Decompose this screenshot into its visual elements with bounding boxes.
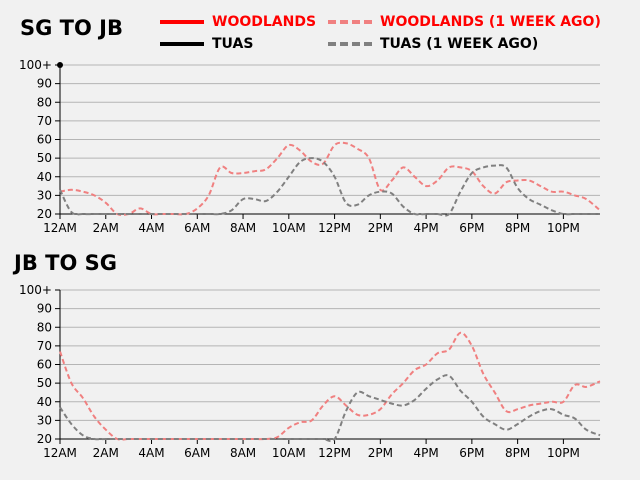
x-tick-label: 12AM <box>43 221 77 235</box>
x-tick-label: 4AM <box>138 221 164 235</box>
x-tick-label: 8PM <box>505 221 530 235</box>
x-tick-label: 10PM <box>547 221 580 235</box>
y-tick-label: 50 <box>37 151 52 165</box>
y-tick-label: 100+ <box>19 283 52 297</box>
x-tick-label: 6PM <box>459 446 484 460</box>
x-tick-label: 12PM <box>318 446 351 460</box>
y-tick-label: 100+ <box>19 58 52 72</box>
legend-label-woodlands: WOODLANDS <box>212 14 317 30</box>
y-tick-label: 20 <box>37 432 52 446</box>
legend-swatch-woodlands-prev <box>328 20 372 24</box>
chart-legend: WOODLANDS TUAS WOODLANDS (1 WEEK AGO) TU… <box>160 12 630 56</box>
x-tick-label: 6AM <box>184 221 210 235</box>
x-tick-label: 10PM <box>547 446 580 460</box>
x-tick-label: 4PM <box>413 221 438 235</box>
x-tick-label: 12AM <box>43 446 77 460</box>
legend-item-tuas[interactable]: TUAS <box>160 36 253 52</box>
y-tick-label: 70 <box>37 339 52 353</box>
y-tick-label: 70 <box>37 114 52 128</box>
y-tick-label: 30 <box>37 413 52 427</box>
y-tick-label: 60 <box>37 133 52 147</box>
legend-item-tuas-prev[interactable]: TUAS (1 WEEK AGO) <box>328 36 538 52</box>
legend-swatch-tuas <box>160 42 204 46</box>
x-tick-label: 8PM <box>505 446 530 460</box>
chart-jb-to-sg: 20 30 40 50 60 70 80 90 100+ 12AM 2AM 4AM 6AM 8AM 10AM… <box>19 283 601 460</box>
x-tick-label: 4PM <box>413 446 438 460</box>
legend-item-woodlands[interactable]: WOODLANDS <box>160 14 316 30</box>
x-tick-label: 4AM <box>138 446 164 460</box>
legend-label-tuas: TUAS <box>212 36 254 52</box>
axis-corner-marker <box>57 62 63 68</box>
legend-item-woodlands-prev[interactable]: WOODLANDS (1 WEEK AGO) <box>328 14 601 30</box>
y-tick-label: 20 <box>37 207 52 221</box>
x-tick-label: 12PM <box>318 221 351 235</box>
series-line-tuas-1-week-ago <box>59 374 601 443</box>
x-tick-label: 10AM <box>272 446 306 460</box>
legend-swatch-tuas-prev <box>328 42 372 46</box>
x-tick-label: 10AM <box>272 221 306 235</box>
x-tick-label: 6PM <box>459 221 484 235</box>
x-tick-label: 8AM <box>230 221 256 235</box>
series-line-tuas-1-week-ago <box>59 157 600 217</box>
y-tick-label: 90 <box>37 302 52 316</box>
y-tick-label: 90 <box>37 77 52 91</box>
y-tick-label: 40 <box>37 170 52 184</box>
y-tick-label: 30 <box>37 188 52 202</box>
y-tick-label: 60 <box>37 358 52 372</box>
x-tick-label: 8AM <box>230 446 256 460</box>
x-tick-label: 2PM <box>368 221 393 235</box>
chart-sg-to-jb: 20 30 40 50 60 70 80 90 100+ 12AM 2AM 4AM 6AM 8AM 10AM… <box>19 58 601 235</box>
series-line-woodlands-1-week-ago <box>59 141 601 217</box>
x-tick-label: 2AM <box>93 221 119 235</box>
y-tick-label: 80 <box>37 95 52 109</box>
x-tick-label: 2AM <box>93 446 119 460</box>
y-tick-label: 50 <box>37 376 52 390</box>
y-tick-label: 80 <box>37 320 52 334</box>
legend-swatch-woodlands <box>160 20 204 24</box>
y-tick-label: 40 <box>37 395 52 409</box>
x-tick-label: 2PM <box>368 446 393 460</box>
chart-title-sg-to-jb: SG TO JB <box>20 16 123 40</box>
chart-title-jb-to-sg: JB TO SG <box>14 251 117 275</box>
legend-label-woodlands-prev: WOODLANDS (1 WEEK AGO) <box>380 14 601 30</box>
x-tick-label: 6AM <box>184 446 210 460</box>
legend-label-tuas-prev: TUAS (1 WEEK AGO) <box>380 36 539 52</box>
